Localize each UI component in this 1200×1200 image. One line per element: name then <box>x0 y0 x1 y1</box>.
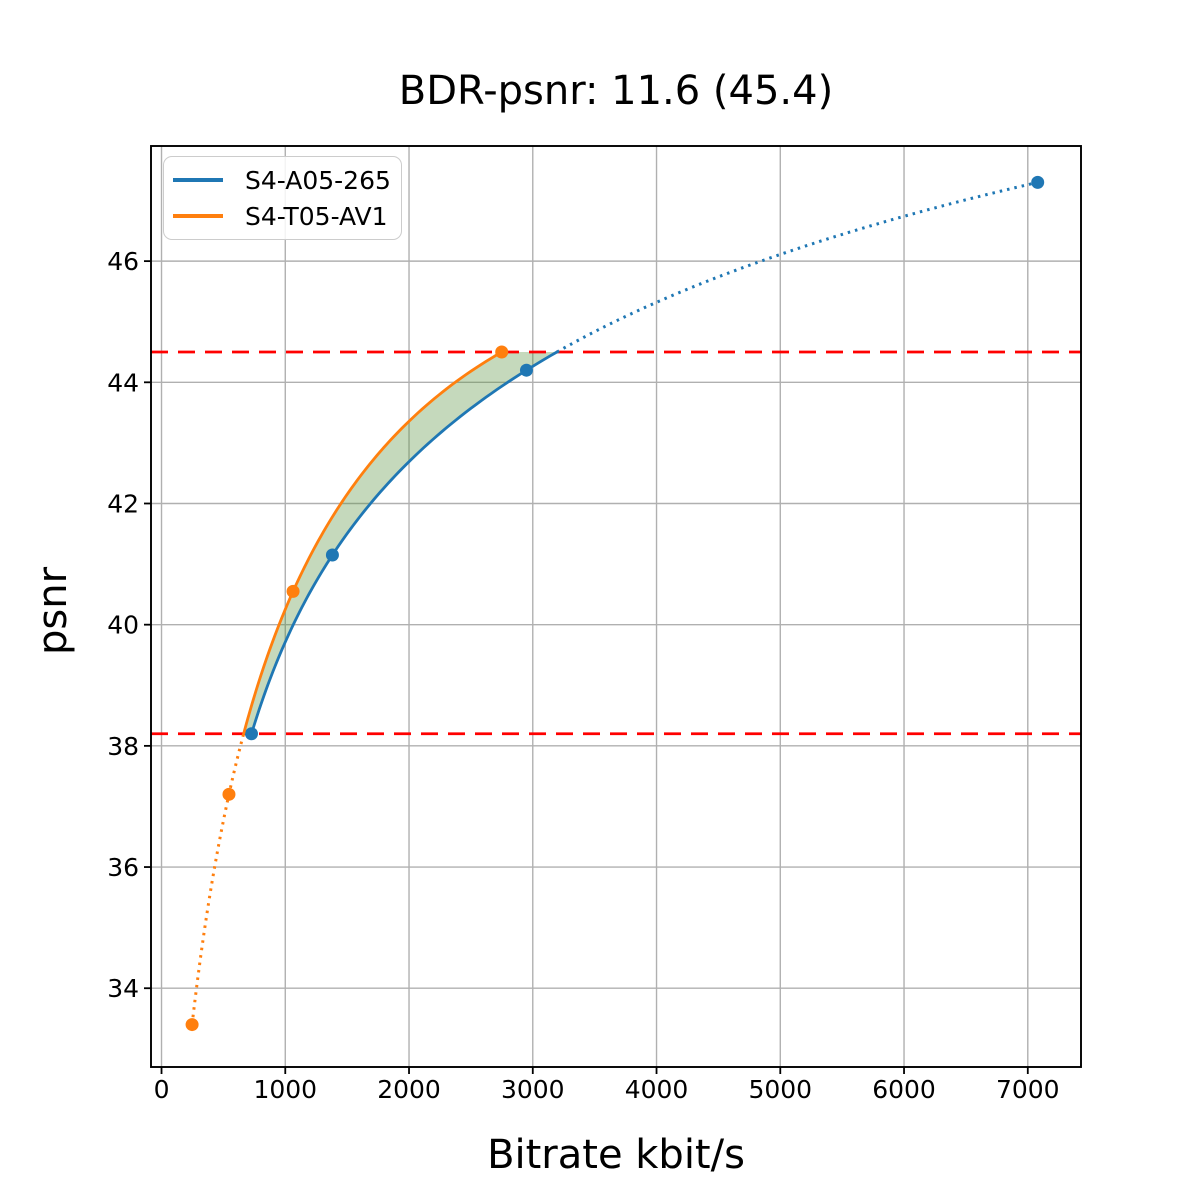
series-curve-dotted <box>190 733 246 1025</box>
data-point-marker <box>185 1018 199 1032</box>
x-tick-label: 7000 <box>996 1075 1060 1104</box>
series-curve-solid <box>242 350 504 736</box>
y-tick-label: 38 <box>107 732 139 761</box>
x-tick-label: 1000 <box>253 1075 317 1104</box>
legend: S4-A05-265 S4-T05-AV1 <box>163 156 402 240</box>
legend-line-swatch <box>173 178 223 182</box>
y-tick-label: 44 <box>107 368 139 397</box>
x-tick-label: 5000 <box>748 1075 812 1104</box>
bd-shaded-region <box>243 352 557 734</box>
y-tick-label: 36 <box>107 853 139 882</box>
y-tick-label: 46 <box>107 247 139 276</box>
y-axis-label: psnr <box>30 566 76 656</box>
y-tick-label: 40 <box>107 611 139 640</box>
data-point-marker <box>286 584 300 598</box>
x-tick-label: 0 <box>154 1075 170 1104</box>
x-axis-label: Bitrate kbit/s <box>487 1132 745 1178</box>
y-tick-label: 34 <box>107 974 139 1003</box>
axes-spines <box>150 145 1082 1068</box>
data-point-marker <box>325 548 339 562</box>
y-tick-label: 42 <box>107 489 139 518</box>
series-curve-dotted <box>556 180 1039 354</box>
series-curve-solid <box>250 350 559 736</box>
data-point-marker <box>222 787 236 801</box>
x-tick-label: 4000 <box>625 1075 689 1104</box>
chart-title: BDR-psnr: 11.6 (45.4) <box>398 68 834 114</box>
x-tick-label: 6000 <box>872 1075 936 1104</box>
data-point-marker <box>495 345 509 359</box>
x-tick-label: 3000 <box>501 1075 565 1104</box>
data-point-marker <box>519 363 533 377</box>
data-point-marker <box>1031 175 1045 189</box>
legend-item: S4-T05-AV1 <box>173 198 388 234</box>
legend-item: S4-A05-265 <box>173 162 391 198</box>
data-point-marker <box>244 727 258 741</box>
legend-label: S4-A05-265 <box>245 165 391 195</box>
x-tick-label: 2000 <box>377 1075 441 1104</box>
legend-label: S4-T05-AV1 <box>245 201 388 231</box>
legend-line-swatch <box>173 214 223 218</box>
